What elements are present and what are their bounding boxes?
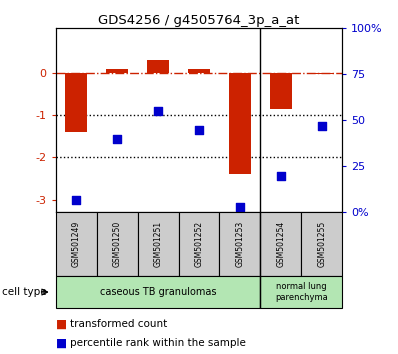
Bar: [179, 212, 219, 276]
Bar: [269, 73, 292, 109]
Bar: [260, 212, 301, 276]
Bar: [56, 212, 97, 276]
Text: normal lung
parenchyma: normal lung parenchyma: [275, 282, 328, 302]
Bar: [138, 212, 179, 276]
Bar: [310, 73, 333, 74]
Text: cell type: cell type: [2, 287, 47, 297]
Point: [155, 108, 161, 114]
Text: caseous TB granulomas: caseous TB granulomas: [100, 287, 216, 297]
Point: [319, 123, 325, 129]
Text: GSM501249: GSM501249: [72, 221, 81, 267]
Point: [114, 136, 120, 142]
Bar: [65, 73, 88, 132]
Bar: [219, 212, 260, 276]
Text: GSM501255: GSM501255: [317, 221, 326, 267]
Text: transformed count: transformed count: [70, 319, 167, 329]
Text: GSM501252: GSM501252: [195, 221, 203, 267]
Bar: [97, 212, 138, 276]
Point: [278, 173, 284, 178]
Bar: [301, 212, 342, 276]
Text: GSM501253: GSM501253: [236, 221, 244, 267]
Title: GDS4256 / g4505764_3p_a_at: GDS4256 / g4505764_3p_a_at: [98, 14, 300, 27]
Text: GSM501254: GSM501254: [276, 221, 285, 267]
Text: GSM501250: GSM501250: [113, 221, 122, 267]
Text: ■: ■: [56, 318, 67, 330]
Bar: [56, 276, 260, 308]
Text: percentile rank within the sample: percentile rank within the sample: [70, 338, 246, 348]
Point: [196, 127, 202, 132]
Text: ■: ■: [56, 337, 67, 350]
Bar: [188, 69, 210, 73]
Bar: [229, 73, 251, 174]
Text: GSM501251: GSM501251: [154, 221, 162, 267]
Point: [73, 197, 79, 202]
Bar: [147, 60, 169, 73]
Bar: [106, 69, 129, 73]
Bar: [260, 276, 342, 308]
Point: [237, 204, 243, 210]
